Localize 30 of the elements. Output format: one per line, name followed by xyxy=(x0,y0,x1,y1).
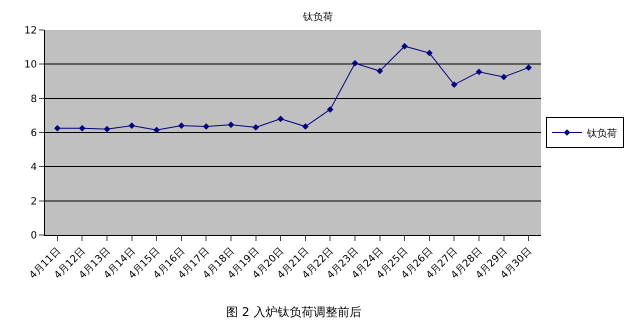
y-tick-label: 4 xyxy=(30,162,37,174)
point xyxy=(525,64,532,71)
y-tick-label: 2 xyxy=(30,196,37,208)
point xyxy=(401,42,408,50)
point xyxy=(500,74,508,80)
caption: 图 2 入炉钛负荷调整前后 xyxy=(226,305,362,319)
point xyxy=(128,122,136,129)
point xyxy=(104,126,110,132)
y-tick-label: 8 xyxy=(30,94,37,105)
point xyxy=(78,124,86,132)
point xyxy=(450,81,458,88)
y-tick-label: 12 xyxy=(24,26,37,36)
y-tick-label: 6 xyxy=(30,128,37,139)
point xyxy=(54,124,61,132)
point xyxy=(228,122,234,128)
point xyxy=(178,122,185,129)
point xyxy=(352,60,358,67)
point xyxy=(326,106,334,113)
legend-label: 钛负荷 xyxy=(586,127,617,140)
point xyxy=(302,123,309,130)
y-tick-label: 10 xyxy=(24,60,37,71)
y-tick-label: 0 xyxy=(30,230,37,242)
point xyxy=(252,124,260,131)
point xyxy=(476,68,482,76)
point xyxy=(153,126,160,134)
point xyxy=(277,116,284,122)
chart-title: 钛负荷 xyxy=(302,11,333,23)
point xyxy=(376,68,384,74)
point xyxy=(202,123,210,130)
point xyxy=(426,50,433,56)
